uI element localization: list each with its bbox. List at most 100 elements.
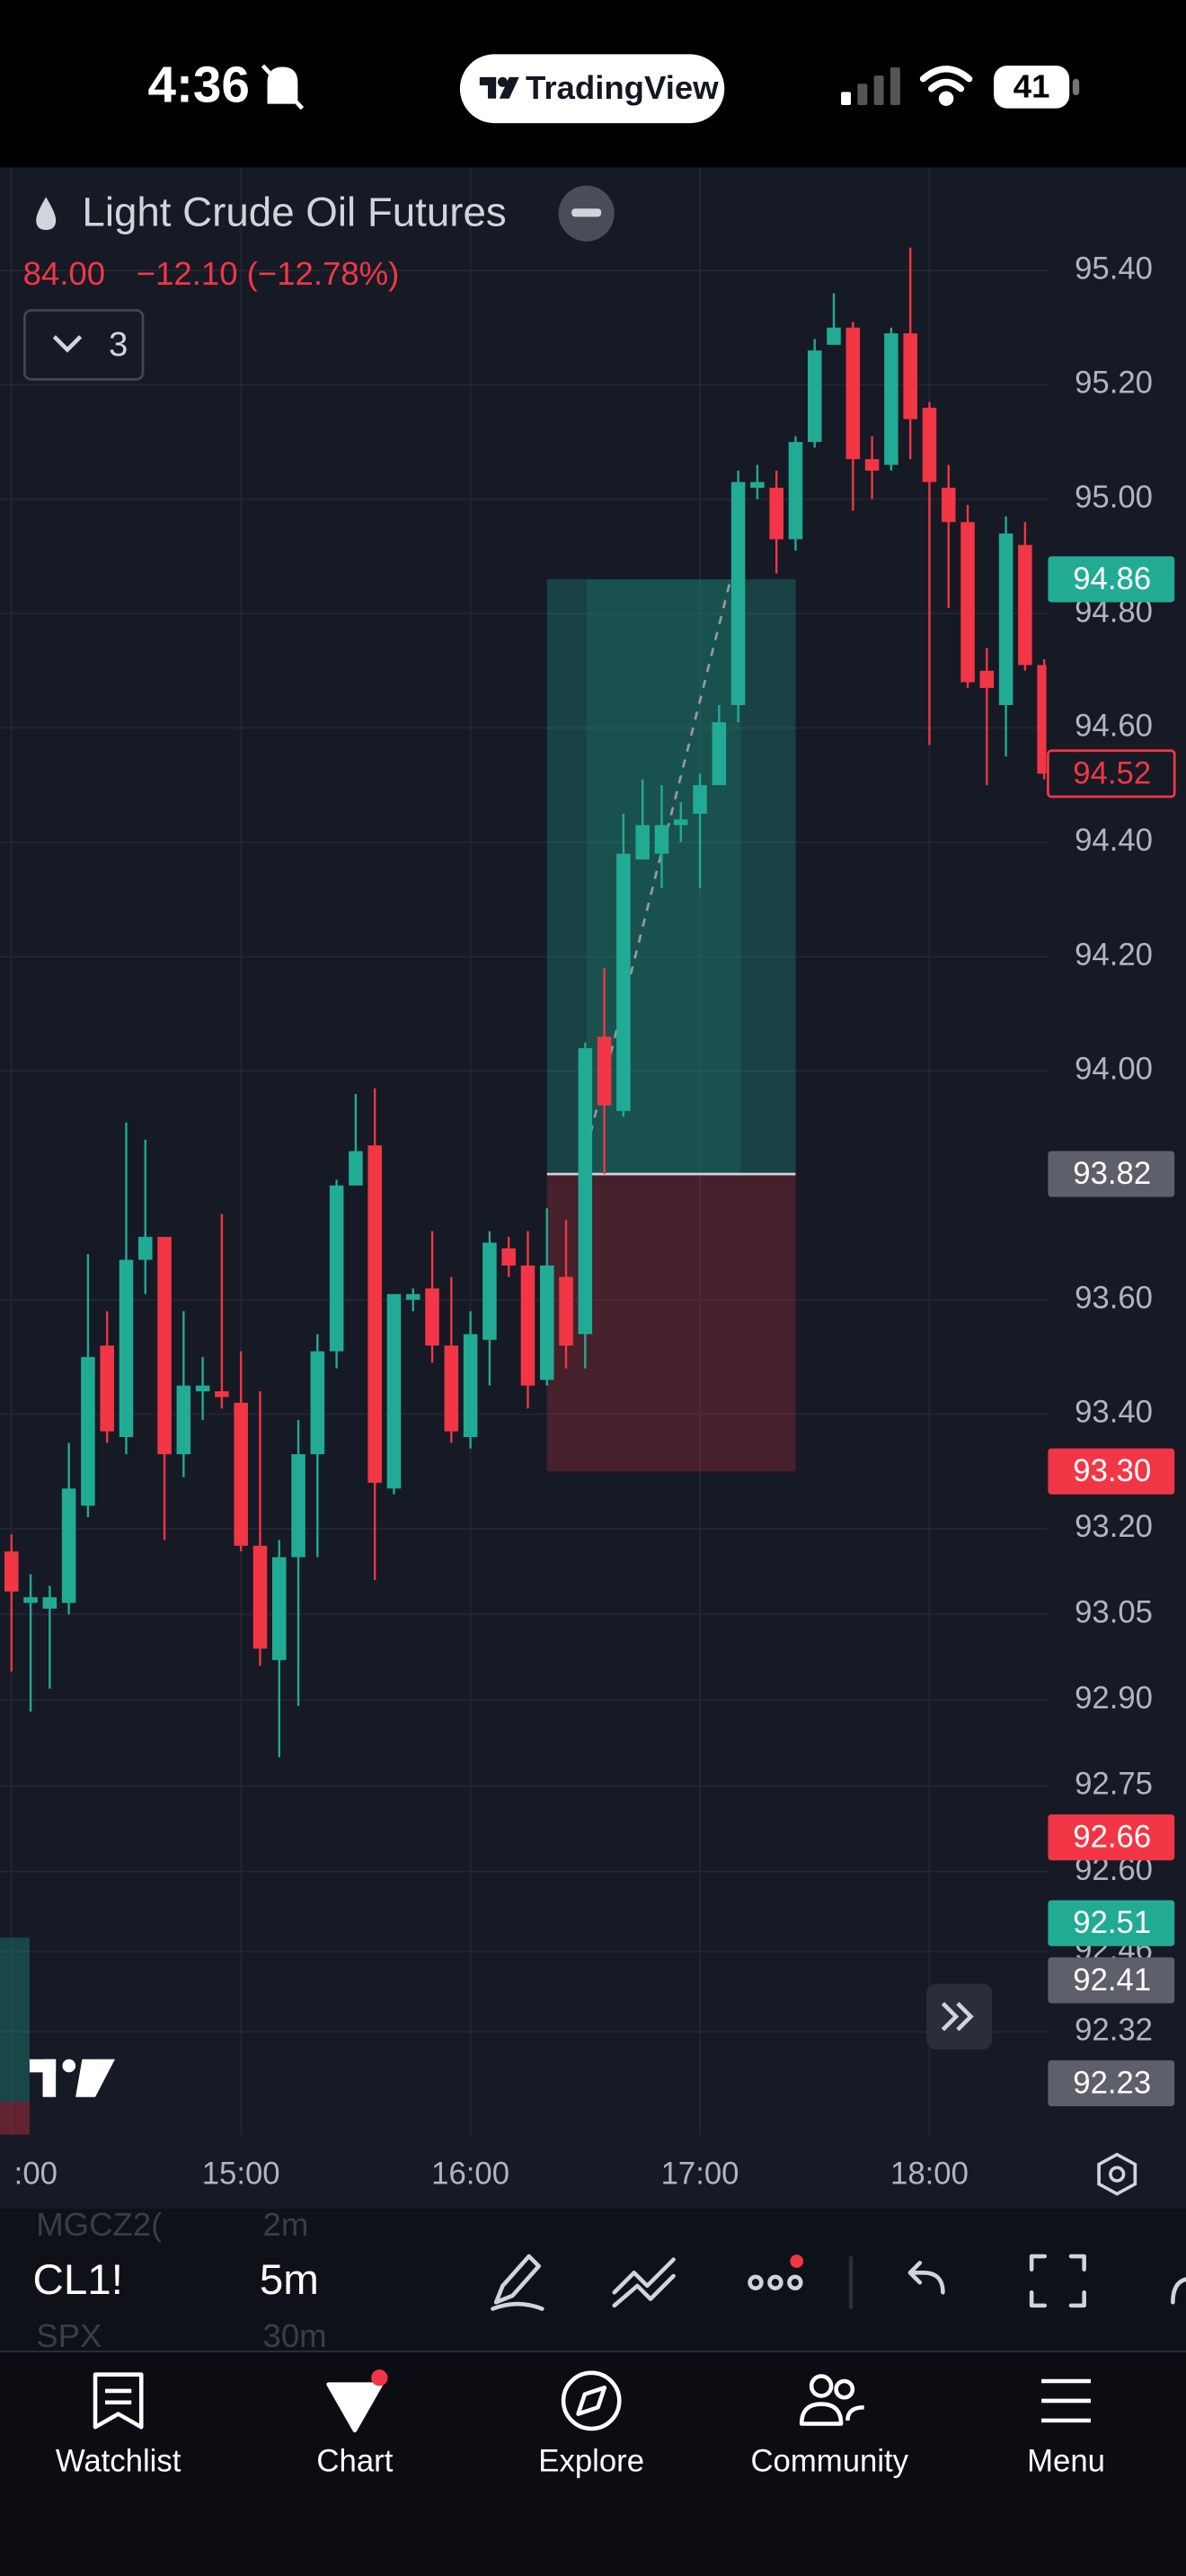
symbol-selector[interactable]: CL1! [33,2256,123,2304]
candle-body [788,442,803,540]
price-badge [1048,2060,1175,2107]
y-tick-label: 94.60 [1075,710,1153,744]
interval-selector[interactable]: 5m [260,2256,319,2304]
candle-body [195,1385,210,1392]
explore-needle [576,2386,607,2416]
settings-button[interactable] [1097,2152,1137,2196]
mute-icon [261,64,305,110]
price-badge-label: 92.51 [1073,1906,1151,1940]
scroll-to-latest[interactable] [926,1983,993,2050]
wifi-icon [919,66,973,106]
tab-label[interactable]: Menu [1027,2445,1105,2479]
price-badge [1048,1448,1175,1495]
candle-body [597,1037,612,1106]
price-badge [1047,749,1176,798]
watchlist-icon [93,2372,144,2430]
ghost-symbol: SPX [36,2317,102,2354]
candle-body [864,459,880,471]
chart-title: Light Crude Oil Futures [82,190,506,235]
ghost-interval: 30m [263,2317,327,2354]
undo-button[interactable] [907,2261,945,2295]
scroll-icon [941,2001,974,2032]
candle-body [444,1345,459,1432]
candle-body [271,1557,287,1661]
candle-body [405,1293,420,1301]
draw-tool[interactable] [491,2254,544,2311]
price-badge-label: 94.52 [1073,756,1151,790]
candle-body [845,327,861,460]
y-tick-label: 93.40 [1075,1396,1153,1430]
candle-body [81,1356,95,1506]
candle-body [157,1237,172,1455]
tabs: Watchlist Chart Explore Community Menu [56,2445,1105,2479]
toolbar [0,2209,1186,2352]
candle-body [998,533,1013,705]
profit-fill [586,578,741,1175]
price-badge [1048,1957,1175,2004]
candle-body [367,1145,382,1483]
trend-tool[interactable] [612,2257,676,2308]
price-axis: 95.4095.2095.0094.8094.6094.4094.2094.00… [14,251,1176,2192]
y-tick-label: 95.20 [1075,366,1153,401]
status-time: 4:36 [148,57,250,114]
settings-icon [1109,2166,1126,2183]
y-tick-label: 95.40 [1075,251,1153,286]
candle-body [137,1237,153,1260]
candle-body [559,1276,573,1346]
more-tool [1171,2277,1186,2305]
candle-body [769,488,783,540]
candle-body [807,350,822,443]
candle-body [119,1259,134,1437]
grid [0,167,1049,2135]
price-badge [1048,1900,1175,1946]
battery [994,66,1070,109]
candle-body [539,1265,554,1381]
candle-body [252,1545,268,1649]
y-tick-label: 94.20 [1075,938,1153,972]
other-position-loss [0,2102,30,2135]
x-tick-label: 17:00 [661,2157,739,2192]
x-tick-label: :00 [14,2157,58,2192]
price-badge [1048,1151,1175,1197]
tab-label[interactable]: Chart [316,2445,393,2479]
candle-body [501,1248,516,1266]
battery-level: 41 [1013,67,1050,104]
signal-icon [841,66,900,106]
candle-body [616,853,631,1112]
price-badge [1048,556,1175,603]
candle-body [750,481,765,489]
tab-label[interactable]: Explore [538,2445,644,2479]
ghost-symbol: MGCZ2( [36,2206,162,2243]
tab-label[interactable]: Watchlist [56,2445,181,2479]
y-tick-label: 94.40 [1075,824,1153,858]
fullscreen-button[interactable] [1029,2254,1086,2308]
candle-body [310,1351,325,1455]
battery-tip [1072,78,1080,96]
candle-body [1037,665,1047,774]
last-price: 84.00 [23,255,105,292]
plot [4,247,1047,1758]
price-badge-label: 92.66 [1073,1821,1151,1855]
tab-label[interactable]: Community [750,2445,908,2479]
candle-body [654,825,669,854]
candle-body [884,333,898,465]
candle-body [176,1385,191,1455]
x-tick-label: 16:00 [431,2157,509,2192]
y-tick-label: 93.20 [1075,1510,1153,1544]
app-name: TradingView [526,69,719,106]
indicator-count: 3 [109,325,128,364]
candle-body [730,481,746,705]
candle-body [23,1597,38,1603]
candle-body [941,488,956,523]
other-position [0,1937,30,2103]
chevron-icon [52,335,83,353]
candle-body [386,1293,402,1489]
indicators-toggle[interactable] [23,309,145,381]
app-pill[interactable] [459,54,725,124]
more-button[interactable] [748,2274,803,2290]
chart-icon [326,2382,384,2433]
price-badge-label: 94.86 [1073,562,1151,596]
y-tick-label: 95.00 [1075,481,1153,515]
chart-background [0,167,1186,2210]
